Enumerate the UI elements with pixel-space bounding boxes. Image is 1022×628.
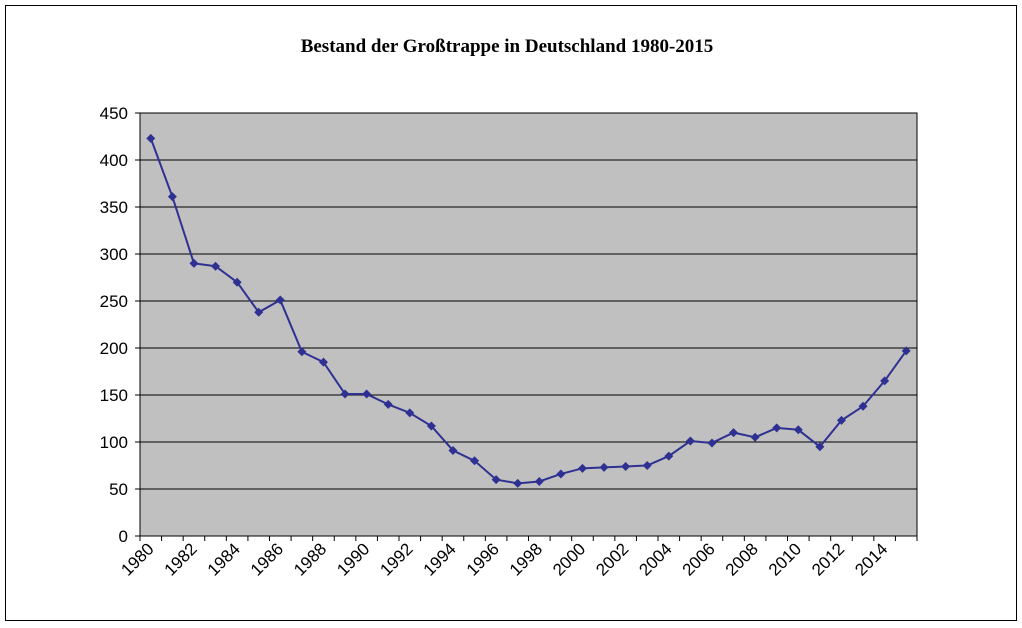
- data-point: [793, 425, 803, 435]
- data-point: [383, 399, 393, 409]
- data-point: [880, 376, 890, 386]
- data-point: [815, 442, 825, 452]
- data-point: [664, 451, 674, 461]
- data-point: [621, 461, 631, 471]
- data-point: [318, 357, 328, 367]
- y-tick-label: 300: [100, 245, 128, 264]
- data-point: [556, 469, 566, 479]
- y-tick-label: 200: [100, 339, 128, 358]
- plot-background: [139, 112, 918, 537]
- data-point: [729, 428, 739, 438]
- data-point: [534, 476, 544, 486]
- data-point: [577, 463, 587, 473]
- data-point: [448, 445, 458, 455]
- data-point: [340, 389, 350, 399]
- y-tick-label: 250: [100, 292, 128, 311]
- y-tick-label: 350: [100, 198, 128, 217]
- data-point: [491, 475, 501, 485]
- data-point: [232, 277, 242, 287]
- data-point: [772, 423, 782, 433]
- y-tick-label: 50: [109, 480, 128, 499]
- data-point: [189, 258, 199, 268]
- data-point: [211, 261, 221, 271]
- y-tick-label: 100: [100, 433, 128, 452]
- data-point: [750, 432, 760, 442]
- data-point: [470, 456, 480, 466]
- y-tick-label: 0: [119, 527, 128, 546]
- data-point: [513, 478, 523, 488]
- y-tick-label: 450: [100, 104, 128, 123]
- y-tick-label: 150: [100, 386, 128, 405]
- data-point: [599, 462, 609, 472]
- data-point: [254, 307, 264, 317]
- y-tick-label: 400: [100, 151, 128, 170]
- data-point: [405, 408, 415, 418]
- data-point: [836, 415, 846, 425]
- data-point: [146, 133, 156, 143]
- data-point: [642, 461, 652, 470]
- data-point: [275, 295, 285, 305]
- data-point: [167, 192, 177, 202]
- data-point: [707, 438, 717, 448]
- data-point: [297, 347, 307, 357]
- data-point: [426, 421, 436, 431]
- data-point: [685, 436, 695, 446]
- data-point: [901, 346, 911, 356]
- data-point: [362, 389, 372, 399]
- data-point: [858, 401, 868, 411]
- chart-title: Bestand der Großtrappe in Deutschland 19…: [301, 36, 714, 57]
